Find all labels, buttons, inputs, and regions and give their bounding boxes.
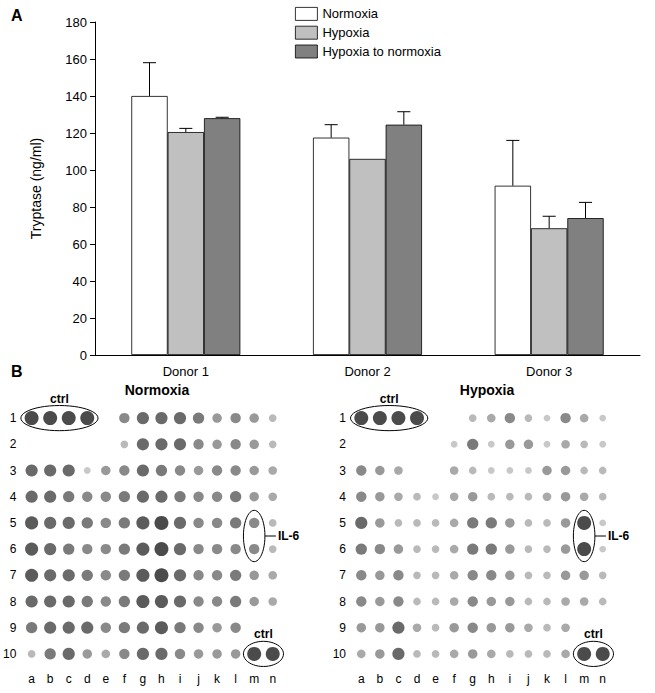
svg-text:ctrl: ctrl (254, 627, 273, 641)
svg-text:g: g (469, 672, 476, 686)
svg-text:b: b (47, 672, 54, 686)
svg-text:Tryptase (ng/ml): Tryptase (ng/ml) (28, 138, 44, 239)
svg-text:h: h (158, 672, 165, 686)
svg-text:m: m (249, 672, 259, 686)
svg-text:i: i (509, 672, 512, 686)
svg-text:2: 2 (10, 437, 17, 451)
svg-text:80: 80 (73, 200, 87, 215)
svg-text:m: m (579, 672, 589, 686)
svg-text:1: 1 (10, 411, 17, 425)
svg-text:5: 5 (339, 516, 346, 530)
svg-text:a: a (358, 672, 365, 686)
svg-text:9: 9 (339, 621, 346, 635)
svg-text:160: 160 (65, 52, 87, 67)
svg-text:a: a (28, 672, 35, 686)
svg-text:120: 120 (65, 126, 87, 141)
svg-text:8: 8 (339, 595, 346, 609)
svg-text:10: 10 (333, 647, 347, 661)
svg-text:5: 5 (10, 516, 17, 530)
svg-text:f: f (452, 672, 456, 686)
svg-text:e: e (102, 672, 109, 686)
svg-text:ctrl: ctrl (380, 392, 399, 406)
svg-text:3: 3 (10, 464, 17, 478)
svg-text:n: n (599, 672, 606, 686)
svg-text:IL-6: IL-6 (608, 529, 630, 543)
svg-text:4: 4 (10, 490, 17, 504)
svg-text:0: 0 (80, 348, 87, 363)
svg-text:c: c (395, 672, 401, 686)
svg-text:e: e (432, 672, 439, 686)
svg-text:Donor 1: Donor 1 (163, 364, 209, 379)
svg-text:Hypoxia: Hypoxia (322, 25, 370, 40)
svg-text:B: B (11, 363, 23, 380)
svg-text:9: 9 (10, 621, 17, 635)
svg-text:A: A (11, 7, 23, 24)
svg-text:4: 4 (339, 490, 346, 504)
svg-text:c: c (66, 672, 72, 686)
svg-text:i: i (179, 672, 182, 686)
svg-text:3: 3 (339, 464, 346, 478)
svg-text:Normoxia: Normoxia (125, 382, 190, 398)
svg-text:b: b (377, 672, 384, 686)
svg-text:d: d (414, 672, 421, 686)
svg-text:Normoxia: Normoxia (322, 6, 378, 21)
svg-text:Donor 3: Donor 3 (526, 364, 572, 379)
svg-text:6: 6 (339, 542, 346, 556)
svg-text:60: 60 (73, 237, 87, 252)
svg-text:n: n (269, 672, 276, 686)
svg-text:j: j (196, 672, 200, 686)
svg-text:Donor 2: Donor 2 (344, 364, 390, 379)
svg-text:g: g (140, 672, 147, 686)
svg-text:7: 7 (339, 568, 346, 582)
svg-text:100: 100 (65, 163, 87, 178)
svg-text:ctrl: ctrl (584, 627, 603, 641)
svg-text:1: 1 (339, 411, 346, 425)
svg-text:l: l (234, 672, 237, 686)
svg-text:20: 20 (73, 311, 87, 326)
svg-text:40: 40 (73, 274, 87, 289)
svg-text:6: 6 (10, 542, 17, 556)
svg-text:IL-6: IL-6 (278, 529, 300, 543)
svg-text:ctrl: ctrl (50, 392, 69, 406)
svg-text:f: f (123, 672, 127, 686)
svg-text:d: d (84, 672, 91, 686)
svg-text:h: h (488, 672, 495, 686)
svg-text:j: j (526, 672, 530, 686)
svg-text:10: 10 (3, 647, 17, 661)
svg-text:7: 7 (10, 568, 17, 582)
svg-text:2: 2 (339, 437, 346, 451)
svg-text:180: 180 (65, 15, 87, 30)
svg-text:Hypoxia to normoxia: Hypoxia to normoxia (322, 44, 441, 59)
svg-text:l: l (564, 672, 567, 686)
svg-text:8: 8 (10, 595, 17, 609)
svg-text:k: k (214, 672, 221, 686)
svg-text:140: 140 (65, 89, 87, 104)
svg-text:k: k (544, 672, 551, 686)
svg-text:Hypoxia: Hypoxia (460, 382, 515, 398)
